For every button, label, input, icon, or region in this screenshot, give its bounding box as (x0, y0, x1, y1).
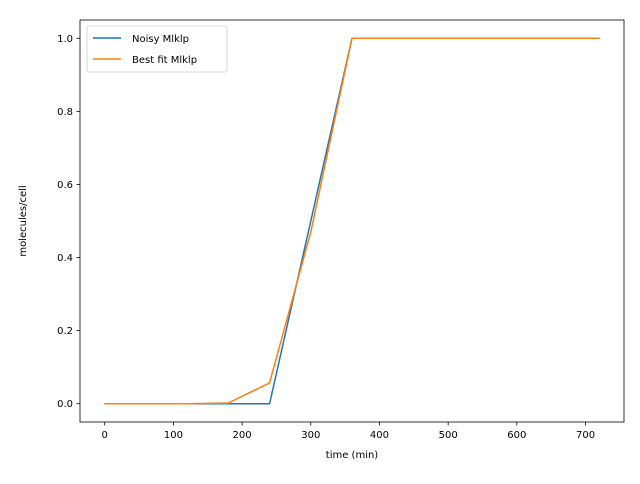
legend-label-best-fit: Best fit Mlklp (132, 55, 197, 66)
series-line-best-fit (103, 37, 601, 405)
plot-area (103, 37, 601, 405)
x-tick-label: 100 (164, 430, 183, 441)
y-tick-label: 0.2 (57, 326, 73, 337)
x-tick-label: 200 (233, 430, 252, 441)
y-axis-ticks: 0.0 0.2 0.4 0.6 0.8 1.0 (57, 34, 80, 410)
y-tick-label: 0.8 (57, 107, 73, 118)
axes-frame (79, 19, 625, 423)
legend-box (86, 25, 228, 73)
y-tick-label: 0.6 (57, 180, 73, 191)
y-tick-label: 0.4 (57, 253, 73, 264)
x-tick-label: 400 (370, 430, 389, 441)
x-axis-ticks: 0 100 200 300 400 500 600 700 (102, 422, 595, 441)
x-tick-label: 600 (507, 430, 526, 441)
x-tick-label: 0 (102, 430, 108, 441)
x-tick-label: 300 (301, 430, 320, 441)
legend: Noisy Mlklp Best fit Mlklp (86, 25, 228, 73)
x-axis-label: time (min) (326, 450, 379, 461)
y-axis-label: molecules/cell (18, 185, 29, 256)
y-tick-label: 0.0 (57, 399, 73, 410)
legend-label-noisy: Noisy Mlklp (132, 34, 189, 45)
x-tick-label: 700 (576, 430, 595, 441)
y-tick-label: 1.0 (57, 34, 73, 45)
x-tick-label: 500 (439, 430, 458, 441)
